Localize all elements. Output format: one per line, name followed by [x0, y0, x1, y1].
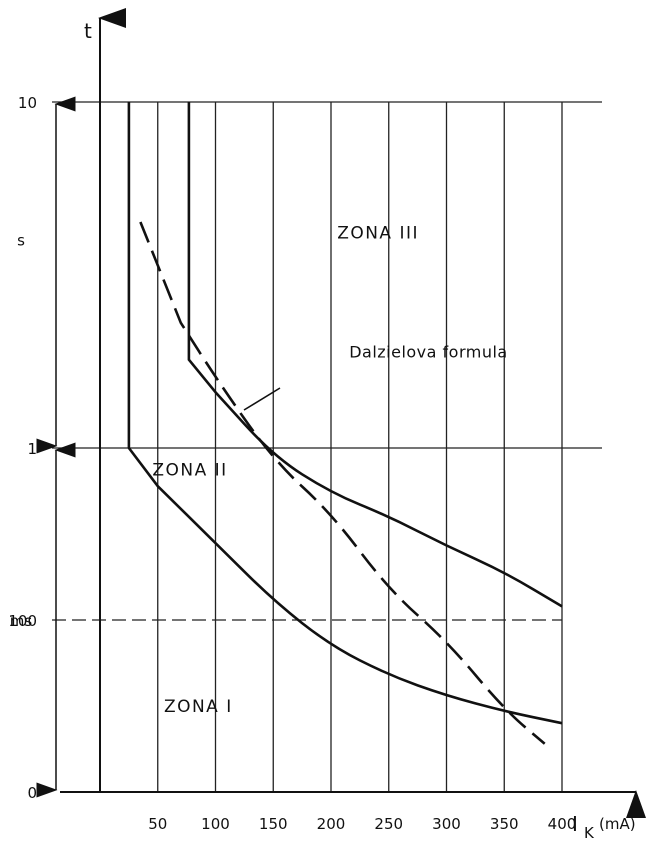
y-axis-label: t	[84, 19, 92, 43]
y-tick-label: 1	[27, 440, 37, 458]
x-axis-label: I	[572, 812, 578, 836]
x-axis-label-subscript: K	[584, 824, 595, 842]
x-axis-unit: (mA)	[599, 815, 636, 833]
y-unit-label: ms	[10, 612, 33, 630]
zone-label: ZONA II	[152, 460, 227, 480]
x-tick-label: 250	[374, 815, 403, 833]
curve-dalziel	[139, 221, 546, 745]
x-tick-label: 400	[548, 815, 577, 833]
dalziel-leader-line	[243, 387, 281, 411]
x-tick-label: 150	[259, 815, 288, 833]
curve-boundary-I-II	[127, 102, 563, 725]
y-tick-label: 10	[18, 94, 37, 112]
grid	[52, 101, 602, 792]
x-tick-label: 300	[432, 815, 461, 833]
curve-boundary-II-III	[187, 102, 563, 608]
y-tick-label: 0	[27, 784, 37, 802]
zone-label: ZONA I	[164, 697, 233, 717]
dalziel-formula-label: Dalzielova formula	[349, 343, 508, 362]
y-tick-label: 100	[8, 612, 37, 630]
x-tick-label: 200	[317, 815, 346, 833]
axes	[36, 8, 646, 818]
zone-label: ZONA III	[337, 223, 419, 243]
x-tick-label: 50	[148, 815, 167, 833]
x-tick-label: 100	[201, 815, 230, 833]
curves	[127, 102, 563, 745]
x-tick-label: 350	[490, 815, 519, 833]
y-unit-label: s	[17, 232, 25, 250]
